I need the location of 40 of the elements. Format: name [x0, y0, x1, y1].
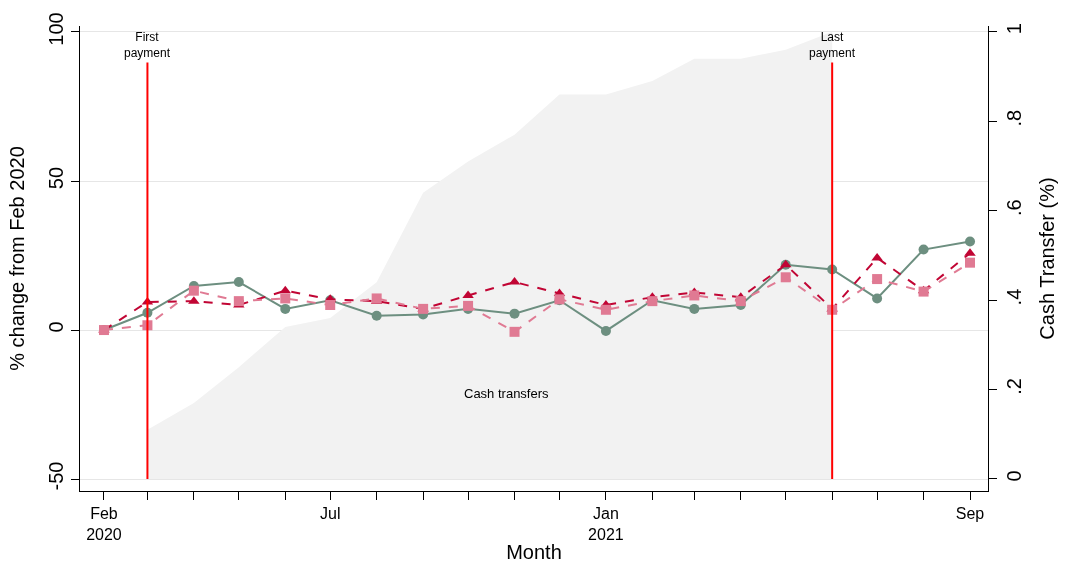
point	[918, 244, 929, 255]
point	[689, 290, 700, 301]
point	[735, 296, 746, 307]
x-tick-label: Jul	[319, 505, 341, 523]
x-tick-label: Feb 2020	[86, 505, 122, 543]
point	[872, 274, 883, 285]
y2-tick-label: 1	[1003, 23, 1025, 35]
point	[325, 300, 336, 310]
y2-tick-label: .6	[1003, 199, 1025, 216]
point	[188, 285, 199, 296]
point	[280, 303, 291, 314]
point	[600, 304, 611, 315]
point	[965, 236, 976, 247]
y2-tick-label: .8	[1003, 109, 1025, 127]
y2-axis-title: Cash Transfer (%)	[1035, 177, 1058, 340]
y-tick-label: -50	[45, 461, 67, 491]
y-axis-title: % change from Feb 2020	[5, 146, 28, 371]
point	[371, 310, 382, 321]
point	[509, 326, 520, 337]
point	[233, 296, 244, 307]
point	[965, 257, 976, 268]
point	[233, 277, 244, 288]
x-axis-title: Month	[506, 540, 562, 563]
point	[689, 303, 700, 314]
point	[280, 293, 291, 304]
y-tick-label: 50	[45, 166, 67, 190]
y2-tick-label: .2	[1003, 378, 1025, 395]
x-tick-label: Jan 2021	[588, 505, 624, 543]
ref-line-label: First payment	[124, 30, 171, 60]
y-tick-label: 100	[45, 12, 67, 46]
y-tick-label: 0	[45, 321, 67, 333]
annotation: Cash transfers	[464, 386, 550, 401]
y2-tick-label: 0	[1003, 470, 1025, 482]
y2-tick-label: .4	[1003, 288, 1025, 306]
point	[872, 293, 883, 304]
point	[600, 325, 611, 336]
ref-line-label: Last payment	[809, 30, 856, 60]
x-tick-label: Sep	[955, 505, 985, 523]
point	[509, 308, 520, 319]
point	[780, 272, 791, 283]
